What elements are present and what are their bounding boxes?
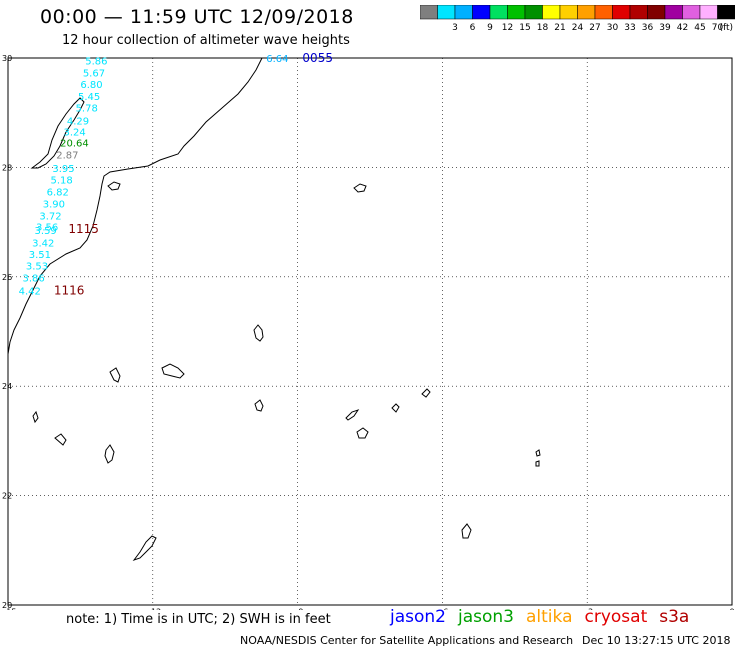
wave-height-label: 4.29 [67, 117, 89, 128]
legend-unit: (ft) [719, 23, 733, 33]
longitude-tick-label: −9 [292, 608, 304, 610]
island [461, 523, 472, 539]
wave-height-label: 5.78 [76, 104, 98, 115]
wave-height-color-legend: 3 6 9 12 15 18 21 24 27 30 33 36 39 42 45 70(ft) [420, 5, 735, 33]
wave-height-label: 20.64 [60, 139, 89, 150]
latitude-tick-label: 30 [2, 54, 12, 63]
island [30, 97, 85, 169]
legend-tick-label: 70 [712, 23, 724, 33]
satellite-jason3: jason3 [458, 607, 514, 627]
legend-tick-label: 30 [607, 23, 619, 33]
legend-tick-label: 42 [677, 23, 688, 33]
wave-height-label: 3.72 [39, 211, 61, 222]
longitude-tick-label: −15 [0, 608, 16, 610]
latitude-tick-label: 22 [2, 492, 12, 501]
latitude-tick-label: 26 [2, 273, 12, 282]
wave-height-label: 3.59 [35, 226, 57, 237]
wave-height-label: 3.86 [22, 274, 44, 285]
legend-tick-label: 9 [487, 23, 493, 33]
pass-time-label: 0055 [302, 51, 333, 65]
longitude-tick-label: −3 [581, 608, 593, 610]
island [535, 449, 541, 457]
legend-tick-label: 24 [572, 23, 584, 33]
wave-height-label: 3.95 [52, 164, 74, 175]
satellite-legend: jason2 jason3 altika cryosat s3a [390, 607, 701, 627]
wave-height-label: 5.45 [78, 92, 100, 103]
island [391, 403, 400, 413]
wave-height-label: 3.53 [26, 262, 48, 273]
satellite-altika: altika [526, 607, 573, 627]
legend-tick-label: 33 [624, 23, 635, 33]
pass-time-label: 1115 [68, 222, 99, 236]
wave-height-label: 3.56 [36, 222, 58, 233]
wave-height-label: 2.87 [56, 151, 78, 162]
legend-tick-label: 6 [470, 23, 476, 33]
legend-tick-label: 39 [659, 23, 671, 33]
wave-height-label: 5.86 [85, 57, 107, 68]
wave-height-label: 3.24 [64, 128, 86, 139]
coastline [7, 57, 263, 355]
island [421, 388, 431, 398]
island [254, 399, 264, 412]
altimeter-map: −15 −12 −9 −6 −3 0 30 28 26 24 22 20 5.865.676.805.4… [0, 51, 735, 610]
wave-height-label: 4.42 [19, 286, 41, 297]
legend-tick-label: 3 [452, 23, 458, 33]
island [356, 427, 369, 439]
island [132, 535, 157, 561]
legend-tick-label: 18 [537, 23, 549, 33]
island [535, 460, 540, 467]
legend-swatch [717, 5, 735, 20]
credit-line: NOAA/NESDIS Center for Satellite Applica… [240, 634, 574, 647]
island [107, 181, 121, 191]
wave-height-label: 3.42 [32, 239, 54, 250]
wave-height-label: 6.82 [47, 187, 69, 198]
satellite-cryosat: cryosat [584, 607, 648, 627]
island [104, 444, 115, 464]
map-frame [7, 57, 733, 606]
island [253, 324, 264, 342]
latitude-tick-label: 20 [2, 601, 12, 610]
legend-tick-label: 12 [502, 23, 513, 33]
satellite-jason2: jason2 [390, 607, 446, 627]
legend-tick-label: 36 [642, 23, 654, 33]
chart-title: 00:00 — 11:59 UTC 12/09/2018 [40, 6, 354, 28]
longitude-tick-label: −6 [437, 608, 449, 610]
island [32, 410, 39, 424]
footnote: note: 1) Time is in UTC; 2) SWH is in fe… [66, 612, 331, 627]
legend-tick-label: 27 [589, 23, 600, 33]
wave-height-label: 3.51 [29, 250, 51, 261]
legend-tick-label: 45 [694, 23, 705, 33]
generation-timestamp: Dec 10 13:27:15 UTC 2018 [582, 634, 731, 647]
chart-subtitle: 12 hour collection of altimeter wave hei… [62, 33, 350, 48]
wave-height-label: 6.80 [80, 80, 102, 91]
legend-tick-label: 21 [554, 23, 565, 33]
pass-time-label: 1116 [54, 283, 85, 297]
island [345, 409, 360, 421]
island [161, 363, 185, 379]
longitude-tick-label: 0 [729, 608, 734, 610]
longitude-tick-label: −12 [144, 608, 161, 610]
wave-height-label: 3.90 [43, 199, 65, 210]
wave-height-label: 6.64 [266, 54, 288, 65]
legend-tick-label: 15 [519, 23, 530, 33]
latitude-tick-label: 28 [2, 163, 12, 172]
latitude-tick-label: 24 [2, 382, 12, 391]
satellite-s3a: s3a [659, 607, 690, 627]
island [353, 183, 367, 193]
island [54, 433, 67, 446]
island [109, 367, 121, 383]
wave-height-label: 5.67 [83, 69, 105, 80]
wave-height-label: 5.18 [50, 175, 72, 186]
